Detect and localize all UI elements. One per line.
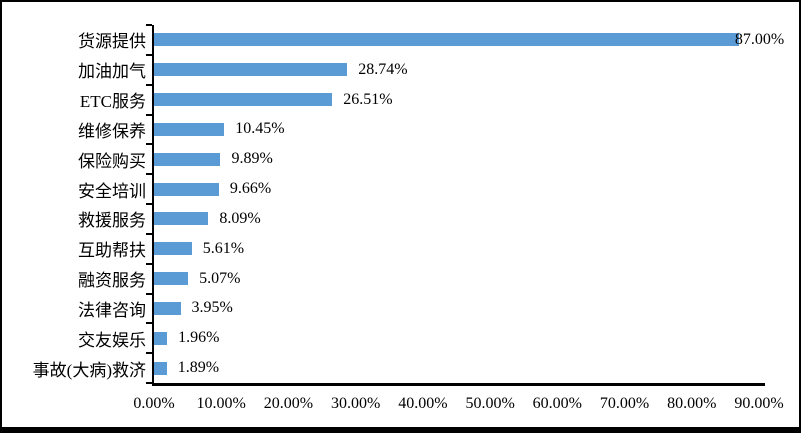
x-axis-tick-label: 50.00%: [465, 395, 515, 412]
bar: [154, 93, 333, 107]
value-label: 5.61%: [202, 239, 245, 257]
bar-row: 10.45%: [154, 114, 765, 144]
category-label: ETC服务: [79, 92, 146, 112]
bar: [154, 331, 168, 345]
category-label: 交友娱乐: [78, 330, 146, 350]
y-axis-tick: [146, 113, 152, 116]
y-axis-tick: [146, 53, 152, 56]
value-label: 5.07%: [199, 269, 241, 287]
bar-row: 9.89%: [154, 144, 765, 174]
bar: [154, 212, 209, 226]
value-label: 9.89%: [231, 150, 273, 168]
category-label: 事故(大病)救济: [32, 360, 146, 380]
x-axis-tick-label: 60.00%: [532, 395, 582, 412]
category-label: 安全培训: [78, 181, 146, 201]
bar-row: 87.00%: [154, 25, 784, 55]
bar: [154, 272, 189, 286]
bar: [154, 242, 192, 256]
y-axis-tick: [146, 203, 152, 205]
bar-row: 8.09%: [154, 204, 765, 234]
bar-row: 1.89%: [154, 353, 765, 383]
value-label: 1.96%: [178, 329, 220, 347]
y-axis-tick: [146, 352, 152, 355]
x-axis-tick-label: 80.00%: [667, 395, 717, 412]
bar-row: 3.95%: [154, 293, 765, 323]
category-label: 法律咨询: [78, 300, 146, 320]
value-label: 28.74%: [358, 60, 408, 78]
category-label: 维修保养: [78, 121, 146, 141]
plot-area: 87.00% 28.74% 26.51% 10.45% 9.89% 9.66% 8.09% 5…: [133, 24, 784, 412]
y-axis-tick: [146, 232, 152, 235]
y-axis-tick: [146, 24, 152, 26]
bar-row: 5.61%: [154, 234, 765, 264]
x-axis-tick-label: 90.00%: [734, 395, 784, 412]
bar-row: 26.51%: [154, 85, 765, 115]
x-axis-tick-labels: 0.00% 10.00% 20.00% 30.00% 40.00% 50.00% 60.00…: [133, 395, 783, 421]
y-axis-tick: [146, 173, 152, 176]
y-axis-tick: [146, 143, 152, 146]
category-label: 救援服务: [78, 211, 146, 231]
y-axis-tick: [146, 292, 152, 295]
category-label: 保险购买: [78, 151, 146, 171]
x-axis-tick-label: 10.00%: [196, 395, 246, 412]
category-label: 融资服务: [78, 271, 146, 291]
y-axis-tick: [146, 322, 152, 325]
bar-row: 5.07%: [154, 264, 765, 294]
y-axis-tick: [146, 83, 152, 86]
value-label: 26.51%: [343, 90, 393, 108]
y-axis-tick: [146, 262, 152, 265]
category-labels: 货源提供加油加气 ETC服务维修保养保险购买安全培训救援服务互助帮扶融资服务法律咨…: [4, 25, 146, 383]
bar: [154, 122, 225, 136]
value-label: 87.00%: [734, 30, 785, 48]
bar-row: 28.74%: [154, 55, 765, 85]
bar: [154, 63, 348, 77]
value-label: 3.95%: [191, 299, 233, 317]
x-axis-tick-label: 20.00%: [263, 395, 314, 412]
y-axis-tick: [146, 382, 152, 384]
value-label: 8.09%: [219, 209, 261, 227]
x-axis-tick-label: 0.00%: [133, 395, 175, 412]
category-label: 货源提供: [78, 32, 146, 52]
value-label: 1.89%: [177, 359, 220, 377]
bar: [154, 182, 219, 196]
bar-rows: 87.00% 28.74% 26.51% 10.45% 9.89% 9.66% 8.09% 5…: [154, 25, 784, 383]
category-label: 互助帮扶: [78, 241, 146, 261]
bar-row: 1.96%: [154, 323, 765, 353]
bar: [154, 33, 739, 47]
x-axis-tick-label: 30.00%: [330, 395, 381, 412]
bar: [154, 152, 221, 166]
category-label: 加油加气: [78, 62, 146, 82]
bar: [154, 301, 181, 315]
value-label: 9.66%: [229, 180, 272, 198]
bar: [154, 361, 167, 375]
x-axis-tick-label: 70.00%: [599, 395, 650, 412]
bar-row: 9.66%: [154, 174, 765, 204]
value-label: 10.45%: [235, 120, 285, 138]
x-axis-tick-label: 40.00%: [398, 395, 448, 412]
